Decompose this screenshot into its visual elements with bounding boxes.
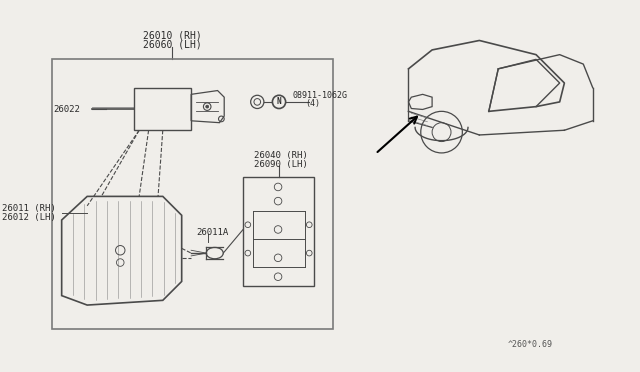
Text: 26011A: 26011A bbox=[196, 228, 228, 237]
Text: 26011 (RH): 26011 (RH) bbox=[3, 204, 56, 213]
Text: (4): (4) bbox=[305, 99, 321, 108]
Bar bbox=[243, 177, 314, 286]
Bar bbox=[134, 88, 191, 130]
Text: 26022: 26022 bbox=[54, 105, 81, 114]
Bar bbox=[52, 60, 333, 329]
Text: 26040 (RH): 26040 (RH) bbox=[255, 151, 308, 160]
Text: ^260*0.69: ^260*0.69 bbox=[508, 340, 553, 349]
Text: 26010 (RH): 26010 (RH) bbox=[143, 31, 202, 41]
Text: 26090 (LH): 26090 (LH) bbox=[255, 160, 308, 169]
Text: 08911-1062G: 08911-1062G bbox=[292, 91, 348, 100]
Text: N: N bbox=[276, 97, 282, 106]
Text: 26060 (LH): 26060 (LH) bbox=[143, 39, 202, 49]
Text: 26012 (LH): 26012 (LH) bbox=[3, 213, 56, 222]
Circle shape bbox=[206, 105, 209, 108]
